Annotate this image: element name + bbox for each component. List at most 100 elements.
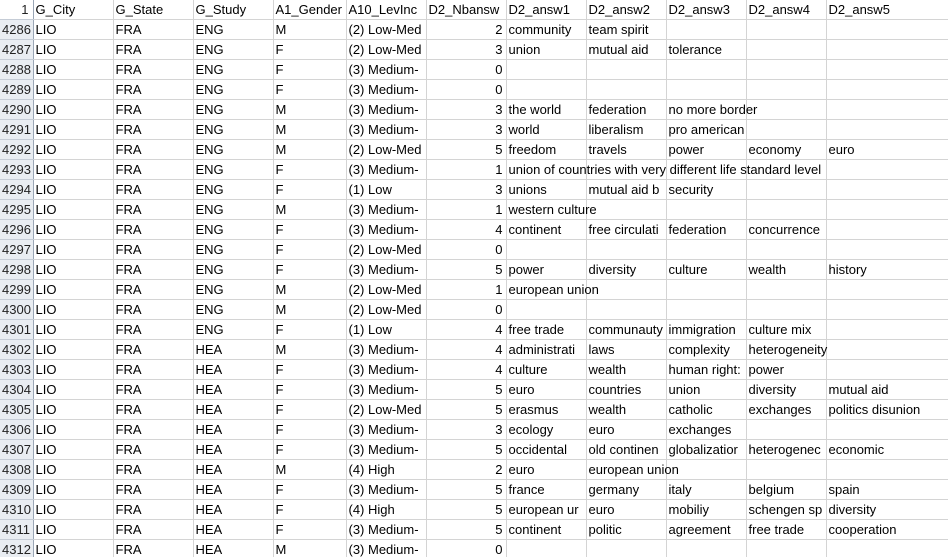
row-number[interactable]: 4293	[0, 159, 34, 180]
cell-d2-answ5[interactable]: euro	[826, 139, 948, 160]
cell-d2-answ1[interactable]: france	[506, 479, 587, 500]
cell-d2-answ4[interactable]	[746, 179, 827, 200]
cell-g-city[interactable]: LIO	[33, 179, 114, 200]
cell-g-state[interactable]: FRA	[113, 519, 194, 540]
row-number[interactable]: 4298	[0, 259, 34, 280]
cell-d2-answ3[interactable]: federation	[666, 219, 747, 240]
cell-d2-answ4[interactable]	[746, 159, 827, 180]
cell-d2-answ4[interactable]	[746, 99, 827, 120]
cell-g-city[interactable]: LIO	[33, 119, 114, 140]
cell-g-study[interactable]: ENG	[193, 119, 274, 140]
cell-d2-answ3[interactable]: immigration	[666, 319, 747, 340]
cell-g-state[interactable]: FRA	[113, 539, 194, 557]
cell-d2-answ4[interactable]: power	[746, 359, 827, 380]
cell-g-city[interactable]: LIO	[33, 399, 114, 420]
cell-d2-nbansw[interactable]: 0	[426, 79, 507, 100]
header-cell-a1-gender[interactable]: A1_Gender	[273, 0, 347, 20]
cell-d2-answ5[interactable]	[826, 179, 948, 200]
cell-d2-answ2[interactable]: travels	[586, 139, 667, 160]
cell-g-state[interactable]: FRA	[113, 39, 194, 60]
cell-d2-nbansw[interactable]: 4	[426, 319, 507, 340]
cell-a10-levinc[interactable]: (3) Medium-	[346, 339, 427, 360]
cell-g-city[interactable]: LIO	[33, 519, 114, 540]
cell-d2-answ1[interactable]: european union	[506, 279, 599, 300]
cell-g-state[interactable]: FRA	[113, 499, 194, 520]
cell-d2-answ4[interactable]: free trade	[746, 519, 827, 540]
cell-a10-levinc[interactable]: (2) Low-Med	[346, 239, 427, 260]
cell-a10-levinc[interactable]: (2) Low-Med	[346, 399, 427, 420]
cell-d2-answ1[interactable]: continent	[506, 519, 587, 540]
cell-g-study[interactable]: ENG	[193, 159, 274, 180]
cell-g-city[interactable]: LIO	[33, 59, 114, 80]
cell-a1-gender[interactable]: F	[273, 399, 347, 420]
cell-g-state[interactable]: FRA	[113, 279, 194, 300]
cell-d2-answ3[interactable]: pro american	[666, 119, 747, 140]
cell-d2-answ3[interactable]: exchanges	[666, 419, 747, 440]
cell-g-study[interactable]: HEA	[193, 399, 274, 420]
row-number[interactable]: 4295	[0, 199, 34, 220]
cell-d2-answ2[interactable]: diversity	[586, 259, 667, 280]
cell-d2-answ3[interactable]	[666, 459, 747, 480]
cell-g-city[interactable]: LIO	[33, 159, 114, 180]
cell-g-study[interactable]: ENG	[193, 139, 274, 160]
cell-d2-answ2[interactable]: euro	[586, 419, 667, 440]
cell-d2-answ3[interactable]	[666, 239, 747, 260]
cell-d2-answ5[interactable]: mutual aid	[826, 379, 948, 400]
cell-g-city[interactable]: LIO	[33, 499, 114, 520]
cell-d2-answ2[interactable]: mutual aid b	[586, 179, 667, 200]
cell-d2-answ5[interactable]	[826, 539, 948, 557]
header-cell-d2-nbansw[interactable]: D2_Nbansw	[426, 0, 507, 20]
cell-g-city[interactable]: LIO	[33, 339, 114, 360]
cell-a1-gender[interactable]: F	[273, 519, 347, 540]
cell-d2-answ3[interactable]: union	[666, 379, 747, 400]
cell-d2-answ5[interactable]	[826, 199, 948, 220]
cell-d2-answ4[interactable]	[746, 239, 827, 260]
cell-d2-answ2[interactable]	[586, 59, 667, 80]
row-number[interactable]: 4304	[0, 379, 34, 400]
cell-a10-levinc[interactable]: (4) High	[346, 499, 427, 520]
cell-d2-answ1[interactable]: community	[506, 19, 587, 40]
cell-g-city[interactable]: LIO	[33, 439, 114, 460]
cell-a10-levinc[interactable]: (2) Low-Med	[346, 39, 427, 60]
cell-g-state[interactable]: FRA	[113, 419, 194, 440]
header-cell-g-state[interactable]: G_State	[113, 0, 194, 20]
cell-d2-answ4[interactable]: wealth	[746, 259, 827, 280]
row-number[interactable]: 4291	[0, 119, 34, 140]
cell-g-state[interactable]: FRA	[113, 259, 194, 280]
cell-d2-answ5[interactable]	[826, 279, 948, 300]
cell-g-city[interactable]: LIO	[33, 19, 114, 40]
cell-g-study[interactable]: ENG	[193, 19, 274, 40]
cell-d2-answ1[interactable]: culture	[506, 359, 587, 380]
cell-g-study[interactable]: HEA	[193, 479, 274, 500]
cell-a10-levinc[interactable]: (4) High	[346, 459, 427, 480]
cell-a1-gender[interactable]: F	[273, 179, 347, 200]
row-number[interactable]: 4287	[0, 39, 34, 60]
cell-d2-answ4[interactable]: diversity	[746, 379, 827, 400]
header-cell-g-city[interactable]: G_City	[33, 0, 114, 20]
header-cell-d2-answ2[interactable]: D2_answ2	[586, 0, 667, 20]
cell-d2-answ4[interactable]: culture mix	[746, 319, 827, 340]
cell-d2-nbansw[interactable]: 5	[426, 479, 507, 500]
cell-d2-answ1[interactable]: euro	[506, 379, 587, 400]
cell-a1-gender[interactable]: F	[273, 239, 347, 260]
row-number[interactable]: 4290	[0, 99, 34, 120]
cell-g-city[interactable]: LIO	[33, 39, 114, 60]
cell-d2-answ3[interactable]	[666, 299, 747, 320]
row-number[interactable]: 4300	[0, 299, 34, 320]
cell-a10-levinc[interactable]: (3) Medium-	[346, 419, 427, 440]
cell-g-city[interactable]: LIO	[33, 219, 114, 240]
cell-a1-gender[interactable]: F	[273, 479, 347, 500]
cell-g-state[interactable]: FRA	[113, 379, 194, 400]
cell-d2-answ1[interactable]: continent	[506, 219, 587, 240]
cell-d2-answ4[interactable]: belgium	[746, 479, 827, 500]
cell-a1-gender[interactable]: F	[273, 319, 347, 340]
cell-d2-answ4[interactable]	[746, 419, 827, 440]
cell-d2-answ2[interactable]	[586, 239, 667, 260]
cell-d2-answ3[interactable]: power	[666, 139, 747, 160]
cell-a10-levinc[interactable]: (2) Low-Med	[346, 19, 427, 40]
cell-a1-gender[interactable]: M	[273, 539, 347, 557]
cell-a1-gender[interactable]: F	[273, 259, 347, 280]
cell-d2-answ4[interactable]: economy	[746, 139, 827, 160]
cell-g-study[interactable]: HEA	[193, 379, 274, 400]
cell-g-study[interactable]: HEA	[193, 459, 274, 480]
